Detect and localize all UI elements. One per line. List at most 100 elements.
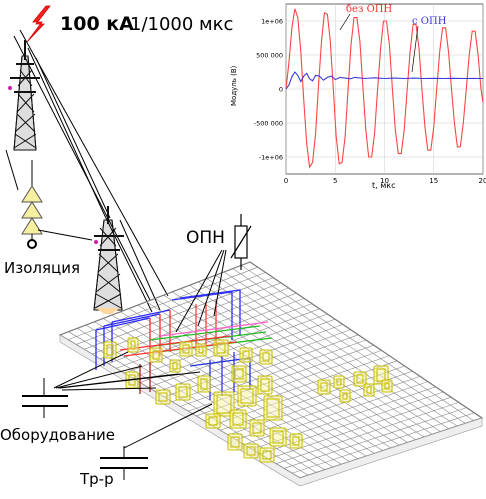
equipment-block	[205, 413, 221, 429]
chart-y-ticks: -1e+06 -500 000 0 500 000 1e+06	[254, 18, 283, 162]
equipment-block	[155, 389, 171, 405]
equipment-block-inner	[262, 450, 272, 460]
equipment-block-inner	[198, 346, 204, 354]
ground-grid-line	[107, 292, 297, 364]
ground-grid-line	[283, 407, 467, 469]
equipment-block	[231, 365, 247, 383]
equipment-block	[269, 427, 287, 447]
ground-grid-line	[267, 396, 452, 460]
equipment-block-inner	[262, 352, 270, 362]
transmission-line	[13, 29, 169, 313]
equipment-block-inner	[152, 350, 160, 360]
chart-series	[285, 8, 484, 169]
equipment-block-inner	[240, 388, 254, 404]
equipment-block	[227, 433, 243, 451]
chart-x-tick-label: 20	[479, 177, 486, 185]
transformer-capacitor-icon	[100, 403, 213, 480]
ground-slab-edge	[59, 334, 483, 487]
chart-y-tick-label: 1e+06	[261, 18, 283, 26]
equipment-block-inner	[292, 436, 300, 446]
transformer-label: Тр-р	[79, 470, 114, 488]
equipment-block-inner	[178, 386, 188, 398]
substation-equipment	[103, 337, 393, 463]
equipment-block-inner	[320, 382, 328, 392]
equipment-block-inner	[208, 416, 218, 426]
equipment-block	[237, 385, 257, 407]
strike-waveform-label: 1/1000 мкс	[130, 14, 233, 35]
ground-grid-line	[75, 272, 266, 345]
equipment-block-inner	[252, 422, 262, 434]
equipment-block-inner	[266, 398, 280, 418]
ground-grid-line	[91, 282, 282, 355]
equipment-block-inner	[234, 368, 244, 380]
equipment-pointer-lines	[53, 351, 201, 391]
voltage-chart: -1e+06 -500 000 0 500 000 1e+06 0 5 10 15 20 t, …	[230, 3, 486, 190]
equipment-block-inner	[230, 436, 240, 448]
ground-grid-line	[115, 298, 305, 369]
transmission-tower-1	[8, 40, 40, 151]
equipment-block-inner	[336, 378, 342, 386]
equipment-block	[339, 389, 351, 403]
arrester-pointer-lines	[175, 249, 227, 333]
equipment-block-inner	[342, 392, 348, 400]
equipment-block	[259, 349, 273, 365]
lightning-strike: 100 кА 1/1000 мкс	[26, 5, 233, 43]
equipment-block-inner	[232, 412, 244, 426]
equipment-block	[169, 359, 181, 373]
ground-grid-line	[275, 402, 459, 464]
equipment-block	[127, 337, 139, 353]
equipment-block-inner	[366, 386, 372, 394]
equipment-block-inner	[130, 340, 136, 350]
equipment-block-inner	[260, 378, 270, 392]
equipment-block-inner	[272, 430, 284, 444]
chart-x-tick-label: 5	[333, 177, 337, 185]
equipment-block	[213, 339, 229, 357]
chart-x-tick-label: 15	[429, 177, 438, 185]
legend-pointer-no-arrester	[339, 13, 351, 31]
equipment-block	[263, 395, 283, 421]
chart-y-tick-label: -500 000	[254, 120, 283, 128]
equipment-block	[363, 383, 375, 397]
equipment-label: Оборудование	[0, 426, 115, 444]
equipment-block-inner	[356, 374, 364, 384]
strike-current-label: 100 кА	[60, 13, 134, 35]
equipment-block	[175, 383, 191, 401]
equipment-block	[249, 419, 265, 437]
ground-grid-line	[83, 277, 274, 350]
legend-label-no-arrester: без ОПН	[346, 4, 392, 15]
equipment-capacitor-icon	[22, 378, 68, 418]
equipment-block-inner	[216, 342, 226, 354]
equipment-block	[149, 347, 163, 363]
equipment-block-inner	[246, 446, 256, 456]
equipment-block-inner	[216, 394, 232, 414]
equipment-block	[333, 375, 345, 389]
equipment-block	[259, 447, 275, 463]
lightning-bolt-icon	[26, 5, 51, 43]
equipment-block-inner	[376, 368, 386, 382]
equipment-block-inner	[172, 362, 178, 370]
equipment-block	[243, 443, 259, 459]
chart-y-axis-label: Модуль (В)	[230, 65, 238, 106]
equipment-block	[381, 379, 393, 393]
equipment-block-inner	[242, 350, 250, 360]
ground-grid-line	[179, 339, 367, 407]
ground-grid-line	[163, 329, 351, 398]
legend-pointer-with-arrester	[411, 25, 419, 73]
equipment-block-inner	[384, 382, 390, 390]
equipment-block	[103, 341, 117, 359]
equipment-block	[239, 347, 253, 363]
chart-y-tick-label: -1e+06	[259, 154, 283, 162]
chart-x-tick-label: 10	[380, 177, 389, 185]
equipment-block	[179, 341, 193, 357]
chart-y-tick-label: 500 000	[256, 52, 283, 60]
equipment-block	[229, 409, 247, 429]
ground-grid-line	[291, 412, 475, 474]
equipment-block	[213, 391, 235, 417]
series-line-with-arrester	[285, 71, 484, 90]
equipment-block	[195, 343, 207, 357]
transmission-tower-2	[93, 206, 124, 314]
equipment-block	[197, 375, 211, 393]
ground-grid-line	[67, 266, 258, 341]
equipment-block-inner	[106, 344, 114, 356]
